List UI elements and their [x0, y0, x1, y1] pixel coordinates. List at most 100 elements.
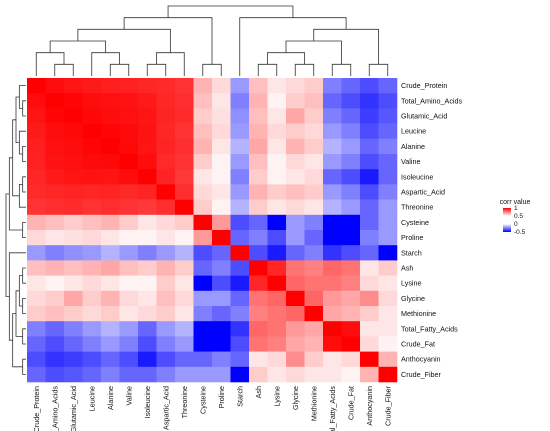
- heatmap-cell-1-19: [378, 93, 398, 109]
- heatmap-cell-13-11: [230, 275, 250, 292]
- heatmap-cell-15-0: [27, 306, 46, 322]
- heatmap-cell-7-6: [138, 184, 157, 200]
- heatmap-cell-14-7: [156, 290, 176, 307]
- heatmap-cell-12-17: [341, 260, 361, 276]
- heatmap-cell-2-16: [323, 108, 342, 124]
- heatmap-cell-2-6: [138, 108, 157, 124]
- heatmap-cell-12-16: [323, 260, 342, 276]
- heatmap-cell-19-8: [175, 366, 194, 383]
- heatmap-cell-13-13: [267, 275, 287, 292]
- heatmap-cell-0-10: [212, 78, 231, 94]
- heatmap-cell-2-13: [267, 108, 287, 124]
- heatmap-cell-17-14: [286, 336, 305, 352]
- heatmap-cell-9-6: [138, 214, 157, 231]
- heatmap-cell-18-9: [193, 351, 213, 368]
- heatmap-cell-8-16: [323, 199, 342, 216]
- heatmap-cell-13-16: [323, 275, 342, 292]
- heatmap-cell-18-4: [101, 351, 120, 368]
- row-label: Starch: [401, 248, 422, 257]
- heatmap-cell-4-18: [360, 138, 379, 155]
- heatmap-cell-8-5: [119, 199, 139, 216]
- heatmap-cell-18-16: [323, 351, 342, 368]
- row-label: Aspartic_Acid: [401, 188, 445, 197]
- heatmap-cell-19-1: [45, 366, 65, 383]
- heatmap-cell-16-10: [212, 321, 231, 337]
- heatmap-cell-8-13: [267, 199, 287, 216]
- heatmap-cell-1-18: [360, 93, 379, 109]
- heatmap-cell-18-17: [341, 351, 361, 368]
- heatmap-cell-17-16: [323, 336, 342, 352]
- heatmap-cell-2-14: [286, 108, 305, 124]
- heatmap-cell-0-17: [341, 78, 361, 94]
- heatmap-cell-18-12: [249, 351, 268, 368]
- heatmap-cell-1-11: [230, 93, 250, 109]
- dendrogram-branch: [5, 193, 10, 297]
- dendrogram-branch: [313, 28, 379, 65]
- heatmap-cell-6-18: [360, 169, 379, 185]
- heatmap-cell-18-2: [64, 351, 83, 368]
- heatmap-cell-10-19: [378, 230, 398, 246]
- heatmap-cell-19-12: [249, 366, 268, 383]
- heatmap-cell-1-14: [286, 93, 305, 109]
- dendrogram-branch: [35, 52, 65, 76]
- heatmap-cell-15-13: [267, 306, 287, 322]
- heatmap-cell-16-3: [82, 321, 102, 337]
- heatmap-cell-6-15: [304, 169, 324, 185]
- heatmap-cell-14-16: [323, 290, 342, 307]
- row-label: Anthocyanin: [401, 355, 441, 364]
- heatmap-cell-7-11: [230, 184, 250, 200]
- heatmap-cell-8-14: [286, 199, 305, 216]
- heatmap-cell-1-16: [323, 93, 342, 109]
- heatmap-cell-10-13: [267, 230, 287, 246]
- heatmap-cell-0-12: [249, 78, 268, 94]
- heatmap-cell-14-8: [175, 290, 194, 307]
- heatmap-cell-11-14: [286, 245, 305, 261]
- heatmap-cell-14-13: [267, 290, 287, 307]
- heatmap-cell-12-1: [45, 260, 65, 276]
- heatmap-cell-10-5: [119, 230, 139, 246]
- heatmap-cell-5-14: [286, 154, 305, 170]
- heatmap-cell-8-2: [64, 199, 83, 216]
- heatmap-cell-14-11: [230, 290, 250, 307]
- heatmap-cell-1-2: [64, 93, 83, 109]
- dendrogram-branch: [22, 358, 26, 375]
- row-label: Leucine: [401, 127, 426, 136]
- heatmap-cell-2-3: [82, 108, 102, 124]
- heatmap-cell-14-14: [286, 290, 305, 307]
- column-label: Alanine: [106, 386, 115, 410]
- column-label: Total_Amino_Acids: [50, 386, 59, 431]
- heatmap-cell-16-6: [138, 321, 157, 337]
- heatmap-cell-8-8: [175, 199, 194, 216]
- heatmap-cell-19-2: [64, 366, 83, 383]
- heatmap-cell-13-4: [101, 275, 120, 292]
- heatmap-cell-5-5: [119, 154, 139, 170]
- heatmap-cell-12-19: [378, 260, 398, 276]
- heatmap-cell-16-8: [175, 321, 194, 337]
- row-label: Crude_Protein: [401, 81, 447, 90]
- heatmap-cell-1-15: [304, 93, 324, 109]
- heatmap-cell-12-12: [249, 260, 268, 276]
- heatmap-cell-16-13: [267, 321, 287, 337]
- column-label: Aspartic_Acid: [161, 386, 170, 430]
- heatmap-cell-14-3: [82, 290, 102, 307]
- column-label: Leucine: [87, 386, 96, 411]
- heatmap-cell-11-13: [267, 245, 287, 261]
- heatmap-cell-15-12: [249, 306, 268, 322]
- heatmap-cell-9-15: [304, 214, 324, 231]
- heatmap-cell-5-15: [304, 154, 324, 170]
- heatmap-cell-1-9: [193, 93, 213, 109]
- heatmap-cell-16-17: [341, 321, 361, 337]
- dendrogram-branch: [22, 222, 26, 238]
- heatmap-cell-16-5: [119, 321, 139, 337]
- heatmap-cell-15-11: [230, 306, 250, 322]
- heatmap-cell-14-6: [138, 290, 157, 307]
- dendrogram-branch: [22, 100, 26, 117]
- dendrogram-branch: [12, 313, 23, 368]
- heatmap-cell-5-13: [267, 154, 287, 170]
- heatmap-cell-10-3: [82, 230, 102, 246]
- heatmap-cell-2-2: [64, 108, 83, 124]
- heatmap-cell-6-19: [378, 169, 398, 185]
- heatmap-cell-0-15: [304, 78, 324, 94]
- heatmap-cell-4-9: [193, 138, 213, 155]
- heatmap-cell-16-9: [193, 321, 213, 337]
